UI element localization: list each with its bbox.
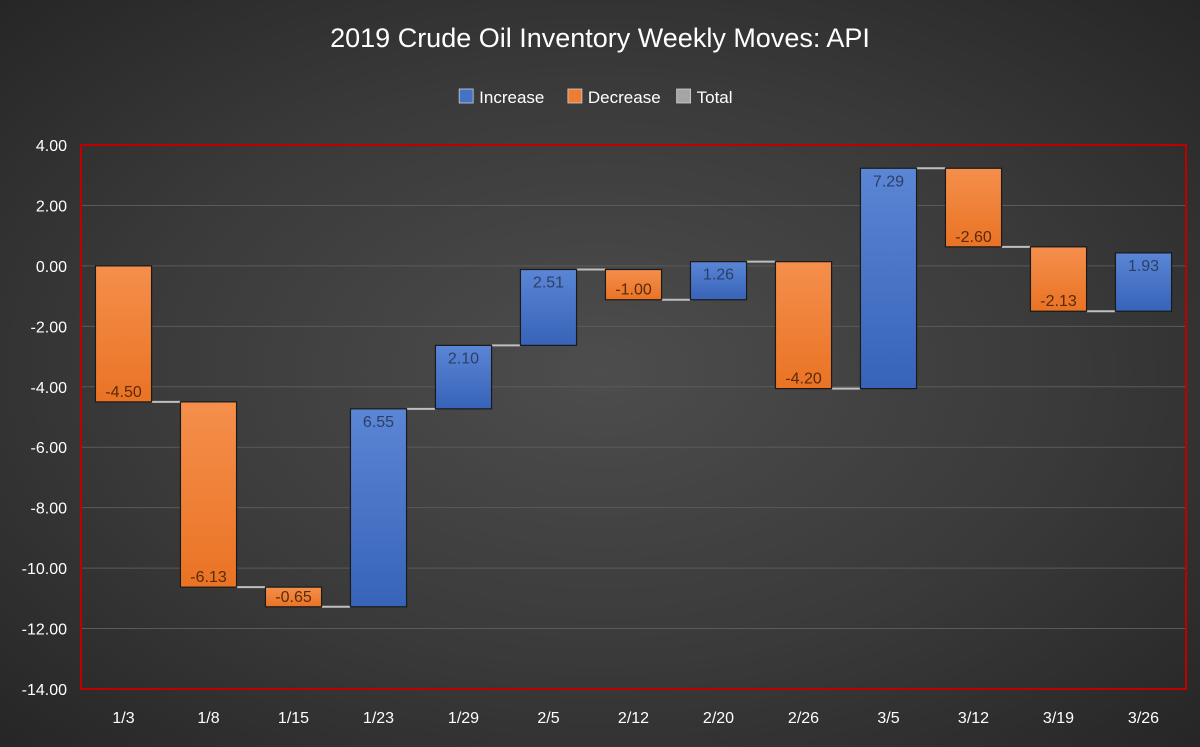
bar-decrease	[774, 261, 833, 390]
legend-swatch-decrease	[567, 88, 583, 104]
legend: Increase Decrease Total	[458, 88, 733, 107]
bar-decrease	[179, 401, 238, 588]
data-label: -4.50	[105, 384, 142, 401]
y-tick-label: -10.00	[22, 561, 67, 578]
x-tick-label: 1/8	[197, 710, 219, 727]
x-tick-label: 3/26	[1128, 710, 1159, 727]
y-axis: 4.00 2.00 0.00 -2.00 -4.00 -6.00 -8.00 -10.00 -1…	[22, 138, 67, 699]
bar-increase	[859, 167, 918, 390]
x-tick-label: 2/20	[703, 710, 734, 727]
y-tick-label: 2.00	[36, 198, 67, 215]
bar-increase	[689, 261, 748, 301]
x-tick-label: 3/5	[877, 710, 899, 727]
gridlines	[81, 144, 1186, 690]
x-tick-label: 3/19	[1043, 710, 1074, 727]
bar-increase	[1114, 252, 1173, 312]
bar-decrease	[944, 167, 1003, 248]
y-tick-label: -14.00	[22, 682, 67, 699]
bar-decrease	[604, 268, 663, 301]
data-label: 1.93	[1128, 258, 1159, 275]
data-label: 6.55	[363, 414, 394, 431]
data-label: 2.51	[533, 275, 564, 292]
legend-swatch-increase	[458, 88, 474, 104]
data-label: 2.10	[448, 350, 479, 367]
chart-title: 2019 Crude Oil Inventory Weekly Moves: A…	[330, 23, 870, 53]
x-tick-label: 1/3	[112, 710, 134, 727]
x-tick-label: 2/12	[618, 710, 649, 727]
y-tick-label: 0.00	[36, 259, 67, 276]
y-tick-label: -8.00	[31, 501, 68, 518]
x-tick-label: 3/12	[958, 710, 989, 727]
x-tick-label: 1/15	[278, 710, 309, 727]
y-tick-label: -4.00	[31, 380, 68, 397]
bar-increase	[519, 268, 578, 346]
y-tick-label: 4.00	[36, 138, 67, 155]
legend-swatch-total	[676, 88, 692, 104]
y-tick-label: -12.00	[22, 622, 67, 639]
data-label: -4.20	[785, 371, 822, 388]
x-tick-label: 1/29	[448, 710, 479, 727]
bar-decrease	[264, 586, 323, 608]
connectors	[151, 167, 1116, 608]
x-tick-label: 2/5	[537, 710, 559, 727]
data-label: 1.26	[703, 267, 734, 284]
legend-label-total: Total	[697, 88, 733, 107]
bars	[94, 167, 1173, 608]
data-label: -2.13	[1040, 293, 1077, 310]
data-label: 7.29	[873, 173, 904, 190]
value-labels: -4.50 -6.13 -0.65 6.55 2.10 2.51 -1.00 1.26 -4.2…	[105, 173, 1159, 606]
y-tick-label: -6.00	[31, 440, 68, 457]
plot-area-border	[80, 144, 1187, 690]
x-axis: 1/3 1/8 1/15 1/23 1/29 2/5 2/12 2/20 2/26 3/5 3/12…	[112, 710, 1159, 727]
data-label: -2.60	[955, 229, 992, 246]
data-label: -0.65	[275, 589, 312, 606]
legend-label-decrease: Decrease	[588, 88, 661, 107]
bar-decrease	[1029, 246, 1088, 312]
bar-decrease	[94, 265, 153, 403]
x-tick-label: 2/26	[788, 710, 819, 727]
y-tick-label: -2.00	[31, 319, 68, 336]
bar-increase	[434, 344, 493, 410]
legend-label-increase: Increase	[479, 88, 544, 107]
data-label: -6.13	[190, 569, 227, 586]
x-tick-label: 1/23	[363, 710, 394, 727]
bar-increase	[349, 408, 408, 608]
data-label: -1.00	[615, 282, 652, 299]
